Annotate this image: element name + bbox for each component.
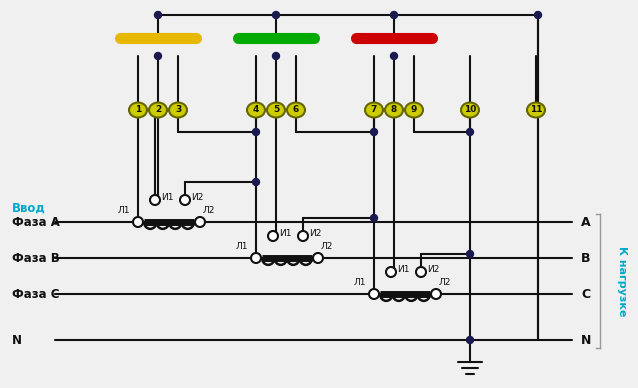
Text: B: B	[581, 251, 591, 265]
Text: 11: 11	[530, 106, 542, 114]
Text: И1: И1	[397, 265, 410, 274]
Circle shape	[466, 251, 473, 258]
Circle shape	[313, 253, 323, 263]
Circle shape	[535, 12, 542, 19]
Circle shape	[195, 217, 205, 227]
Circle shape	[369, 289, 379, 299]
Circle shape	[371, 215, 378, 222]
Text: Фаза A: Фаза A	[12, 215, 60, 229]
Text: 7: 7	[371, 106, 377, 114]
Text: N: N	[581, 334, 591, 346]
Text: Фаза B: Фаза B	[12, 251, 60, 265]
Ellipse shape	[385, 102, 403, 118]
Text: 5: 5	[273, 106, 279, 114]
Circle shape	[154, 12, 161, 19]
Text: Л1: Л1	[353, 278, 366, 287]
Circle shape	[268, 231, 278, 241]
Text: Л2: Л2	[439, 278, 451, 287]
Circle shape	[272, 12, 279, 19]
Circle shape	[133, 217, 143, 227]
Circle shape	[150, 195, 160, 205]
Ellipse shape	[405, 102, 423, 118]
Text: N: N	[12, 334, 22, 346]
Circle shape	[251, 253, 261, 263]
Circle shape	[272, 52, 279, 59]
Ellipse shape	[267, 102, 285, 118]
Circle shape	[154, 52, 161, 59]
Text: Л2: Л2	[203, 206, 216, 215]
Ellipse shape	[169, 102, 187, 118]
Text: И2: И2	[427, 265, 440, 274]
Text: 4: 4	[253, 106, 259, 114]
Circle shape	[253, 128, 260, 135]
Text: Фаза C: Фаза C	[12, 288, 59, 300]
Circle shape	[390, 52, 397, 59]
Circle shape	[371, 128, 378, 135]
Circle shape	[386, 267, 396, 277]
Text: Л1: Л1	[235, 242, 248, 251]
Circle shape	[298, 231, 308, 241]
Circle shape	[416, 267, 426, 277]
Text: Л1: Л1	[117, 206, 130, 215]
Circle shape	[431, 289, 441, 299]
Text: К нагрузке: К нагрузке	[617, 246, 627, 316]
Circle shape	[466, 336, 473, 343]
Text: 6: 6	[293, 106, 299, 114]
Text: И1: И1	[279, 229, 292, 239]
Circle shape	[253, 178, 260, 185]
Ellipse shape	[129, 102, 147, 118]
Circle shape	[180, 195, 190, 205]
Ellipse shape	[149, 102, 167, 118]
Ellipse shape	[247, 102, 265, 118]
Text: A: A	[581, 215, 591, 229]
Text: 9: 9	[411, 106, 417, 114]
Text: 10: 10	[464, 106, 476, 114]
Text: 2: 2	[155, 106, 161, 114]
Ellipse shape	[527, 102, 545, 118]
Text: Ввод: Ввод	[12, 201, 46, 215]
Text: И2: И2	[309, 229, 322, 239]
Text: Л2: Л2	[321, 242, 334, 251]
Text: И2: И2	[191, 194, 204, 203]
Circle shape	[466, 128, 473, 135]
Text: 8: 8	[391, 106, 397, 114]
Ellipse shape	[365, 102, 383, 118]
Text: 1: 1	[135, 106, 141, 114]
Text: C: C	[581, 288, 591, 300]
Text: 3: 3	[175, 106, 181, 114]
Circle shape	[390, 12, 397, 19]
Ellipse shape	[287, 102, 305, 118]
Text: И1: И1	[161, 194, 174, 203]
Ellipse shape	[461, 102, 479, 118]
